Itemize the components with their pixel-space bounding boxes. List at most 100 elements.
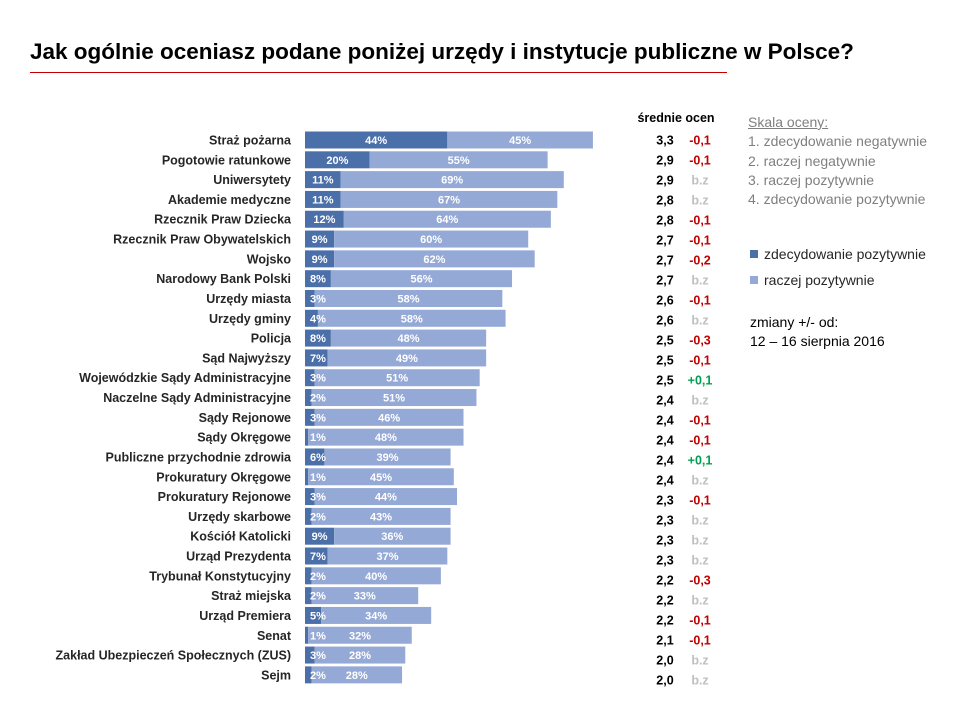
bar-segment-rather-positive [327,547,448,565]
bar-row: Narodowy Bank Polski 8% 56% [156,270,513,288]
data-label-unit: % [316,412,326,424]
bar-row: Naczelne Sądy Administracyjne 2% 51% [103,389,477,407]
bar-segment-strongly-positive [305,309,318,327]
data-label-strongly-positive: 3% [310,294,326,306]
bar-row: Senat 1% 32% [257,626,412,644]
data-label-unit: % [316,591,326,603]
data-label-rather-positive: 64% [436,214,458,226]
bar-segment-strongly-positive [305,626,309,644]
data-label-value: 9 [312,254,318,266]
data-label-unit: % [436,254,446,266]
bar-segment-rather-positive [369,151,548,169]
data-label-rather-positive: 56% [410,274,432,286]
bar-segment-rather-positive [311,587,419,605]
category-label: Prokuratury Rejonowe [158,490,291,504]
data-label-value: 49 [396,353,408,365]
category-label: Zakład Ubezpieczeń Społecznych (ZUS) [56,649,291,663]
bar-segment-rather-positive [314,408,464,426]
data-label-value: 55 [448,155,460,167]
category-label: Urzędy miasta [206,292,292,306]
bar-row: Policja 8% 48% [251,329,487,347]
data-label-unit: % [316,610,326,622]
bar-row: Akademie medyczne 11% 67% [168,190,558,208]
bar-segment-rather-positive [330,329,487,347]
data-label-value: 62 [423,254,435,266]
bar-segment-strongly-positive [305,270,331,288]
bar-segment-rather-positive [314,488,458,506]
change-value: -0,3 [689,334,711,348]
data-label-unit: % [316,333,326,345]
data-label-strongly-positive: 9% [312,531,328,543]
data-label-value: 67 [438,194,450,206]
data-label-value: 44 [375,492,388,504]
data-label-unit: % [316,393,326,405]
legend-label: zdecydowanie pozytywnie [764,246,926,262]
bar-row: Sejm 2% 28% [261,666,403,684]
data-label-rather-positive: 67% [438,194,460,206]
changes-note-date: 12 – 16 sierpnia 2016 [750,333,885,349]
data-label-rather-positive: 69% [441,175,463,187]
mean-value: 2,4 [656,414,673,428]
change-value: -0,2 [689,254,711,268]
change-value: b.z [691,194,708,208]
data-label-unit: % [316,472,326,484]
mean-value: 2,3 [656,534,673,548]
bar-row: Rzecznik Praw Dziecka 12% 64% [154,210,551,228]
mean-value: 2,4 [656,394,673,408]
category-label: Rzecznik Praw Dziecka [154,213,292,227]
mean-value: 2,7 [656,274,673,288]
change-value: -0,1 [689,294,711,308]
data-label-unit: % [453,175,463,187]
legend-item-strongly-positive: zdecydowanie pozytywnie [750,245,950,263]
data-label-value: 58 [397,294,409,306]
bar-segment-rather-positive [340,171,564,189]
bar-row: Kościół Katolicki 9% 36% [190,527,451,545]
data-label-value: 51 [386,373,398,385]
data-label-rather-positive: 48% [397,333,419,345]
change-value: b.z [691,514,708,528]
bar-segment-rather-positive [334,230,529,248]
bar-segment-rather-positive [314,289,503,307]
bar-segment-rather-positive [311,389,477,407]
data-label-rather-positive: 60% [420,234,442,246]
bar-segment-rather-positive [321,606,432,624]
bar-segment-rather-positive [308,468,454,486]
mean-value: 2,0 [656,674,673,688]
bar-segment-strongly-positive [305,349,328,367]
change-value: b.z [691,474,708,488]
bar-segment-strongly-positive [305,666,312,684]
mean-value: 2,8 [656,214,673,228]
bar-segment-rather-positive [317,309,506,327]
change-value: b.z [691,174,708,188]
bar-segment-strongly-positive [305,171,341,189]
category-label: Urzędy gminy [209,312,291,326]
data-label-rather-positive: 32% [349,630,371,642]
data-label-unit: % [318,531,328,543]
mean-value: 2,5 [656,374,673,388]
data-label-unit: % [358,670,368,682]
data-label-rather-positive: 51% [383,393,405,405]
data-label-unit: % [521,135,531,147]
data-label-rather-positive: 40% [365,571,387,583]
data-label-value: 2 [310,670,316,682]
changes-note-label: zmiany +/- od: [750,314,839,330]
bar-segment-strongly-positive [305,448,325,466]
bar-segment-strongly-positive [305,210,344,228]
data-label-value: 20 [326,155,338,167]
data-label-value: 11 [312,175,324,187]
bar-segment-rather-positive [311,567,441,585]
data-label-rather-positive: 34% [365,610,387,622]
change-value: b.z [691,274,708,288]
bar-row: Sądy Okręgowe 1% 48% [197,428,464,446]
data-label-strongly-positive: 44% [365,135,387,147]
data-label-unit: % [387,492,397,504]
bar-row: Prokuratury Rejonowe 3% 44% [158,488,458,506]
bar-segment-rather-positive [311,666,403,684]
rating-scale-item: 3. raczej pozytywnie [748,171,875,188]
data-label-unit: % [390,412,400,424]
data-label-unit: % [316,353,326,365]
data-label-strongly-positive: 9% [312,254,328,266]
data-label-value: 56 [410,274,422,286]
rating-scale: Skala oceny: 1. zdecydowanie negatywnie … [748,113,927,209]
